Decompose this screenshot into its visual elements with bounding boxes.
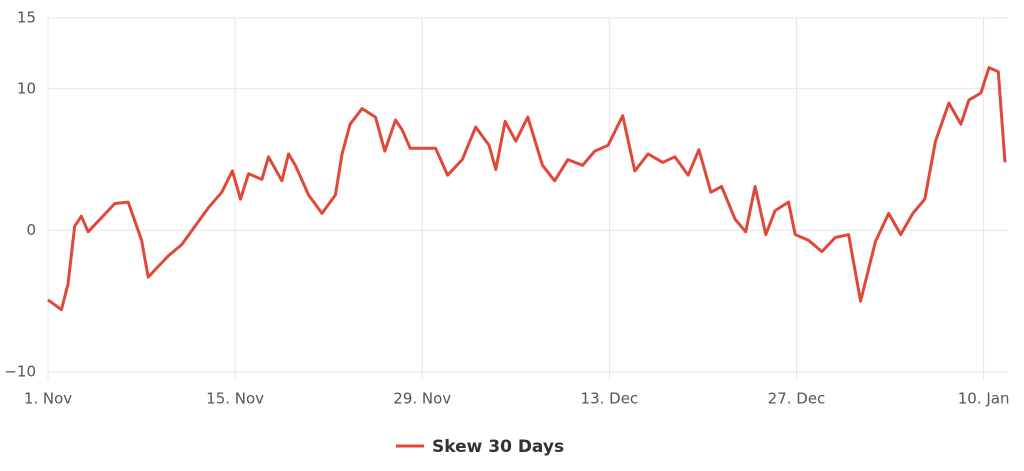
x-tick-label: 13. Dec	[581, 390, 639, 408]
series-line	[47, 66, 1007, 312]
x-tick-label: 10. Jan	[958, 390, 1010, 408]
legend-label[interactable]: Skew 30 Days	[432, 437, 564, 457]
y-tick-label: 0	[26, 221, 36, 239]
x-tick-label: 27. Dec	[768, 390, 826, 408]
y-tick-label: −10	[4, 363, 36, 381]
legend[interactable]: Skew 30 Days	[396, 437, 564, 457]
y-tick-label: 15	[17, 9, 36, 27]
x-tick-label: 15. Nov	[206, 390, 264, 408]
y-tick-label: 10	[17, 79, 36, 97]
x-tick-label: 1. Nov	[24, 390, 72, 408]
x-tick-label: 29. Nov	[393, 390, 451, 408]
